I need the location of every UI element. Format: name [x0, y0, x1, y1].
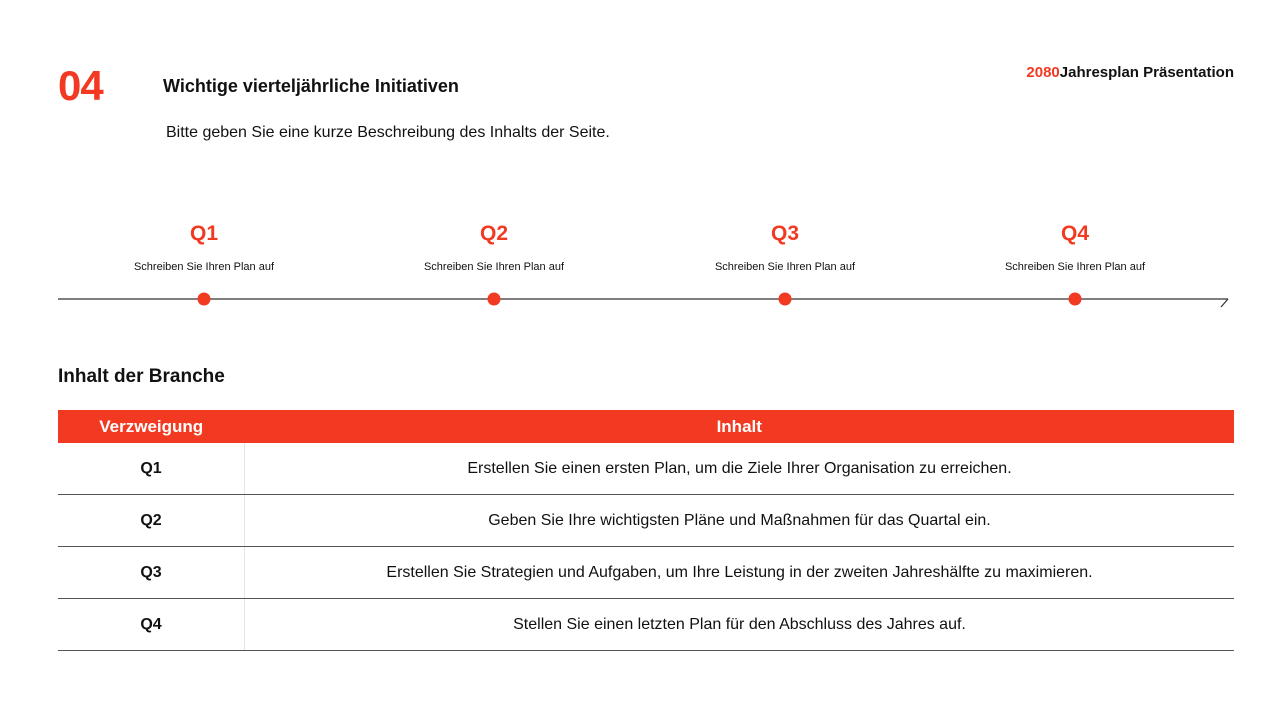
quarter-label: Q2	[480, 222, 508, 245]
brand-name: Jahresplan Präsentation	[1059, 64, 1234, 81]
timeline-dot	[197, 292, 211, 306]
timeline-arrow	[1220, 298, 1229, 308]
table-cell: Geben Sie Ihre wichtigsten Pläne und Maß…	[244, 494, 1234, 547]
table-cell: Q3	[58, 546, 245, 599]
quarter-label: Q4	[1061, 222, 1089, 245]
quarter-text: Schreiben Sie Ihren Plan auf	[424, 261, 565, 273]
table-cell: Erstellen Sie einen ersten Plan, um die …	[244, 443, 1234, 495]
table: Verzweigung Inhalt Q1 Erstellen Sie einen …	[58, 410, 1234, 651]
quarter-text: Schreiben Sie Ihren Plan auf	[134, 261, 275, 273]
table-cell: Q4	[58, 598, 245, 651]
table-cell: Erstellen Sie Strategien und Aufgaben, u…	[244, 546, 1234, 599]
table-cell: Stellen Sie einen letzten Plan für den A…	[244, 598, 1234, 651]
section-title: Inhalt der Branche	[58, 366, 225, 387]
table-header: Verzweigung Inhalt	[58, 410, 1234, 443]
table-row: Q3 Erstellen Sie Strategien und Aufgaben,…	[58, 546, 1234, 599]
table-body: Q1 Erstellen Sie einen ersten Plan, um di…	[58, 443, 1234, 651]
quarter-text: Schreiben Sie Ihren Plan auf	[1005, 261, 1146, 273]
table-cell: Q2	[58, 494, 245, 547]
header-cell: Verzweigung	[58, 410, 245, 443]
brand-year: 2080	[1026, 64, 1060, 81]
brand: 2080Jahresplan Präsentation	[1026, 64, 1234, 81]
timeline-dot	[1068, 292, 1082, 306]
table-row: Q4 Stellen Sie einen letzten Plan für den…	[58, 598, 1234, 651]
timeline: Q1 Schreiben Sie Ihren Plan auf Q2 Schreibe…	[58, 222, 1229, 308]
quarter-text: Schreiben Sie Ihren Plan auf	[715, 261, 856, 273]
title: Wichtige vierteljährliche Initiativen	[163, 76, 459, 96]
table-row: Q2 Geben Sie Ihre wichtigsten Pläne und M…	[58, 494, 1234, 547]
table-cell: Q1	[58, 443, 245, 495]
quarter-label: Q1	[190, 222, 218, 245]
timeline-dot	[778, 292, 792, 306]
page-number: 04	[58, 62, 104, 109]
subtitle: Bitte geben Sie eine kurze Beschreibung …	[166, 124, 610, 141]
header-cell: Inhalt	[244, 410, 1234, 443]
timeline-dot	[487, 292, 501, 306]
quarter-label: Q3	[771, 222, 799, 245]
table-row: Q1 Erstellen Sie einen ersten Plan, um di…	[58, 443, 1234, 495]
